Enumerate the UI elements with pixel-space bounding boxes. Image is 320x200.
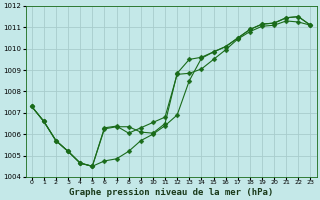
X-axis label: Graphe pression niveau de la mer (hPa): Graphe pression niveau de la mer (hPa) — [69, 188, 273, 197]
